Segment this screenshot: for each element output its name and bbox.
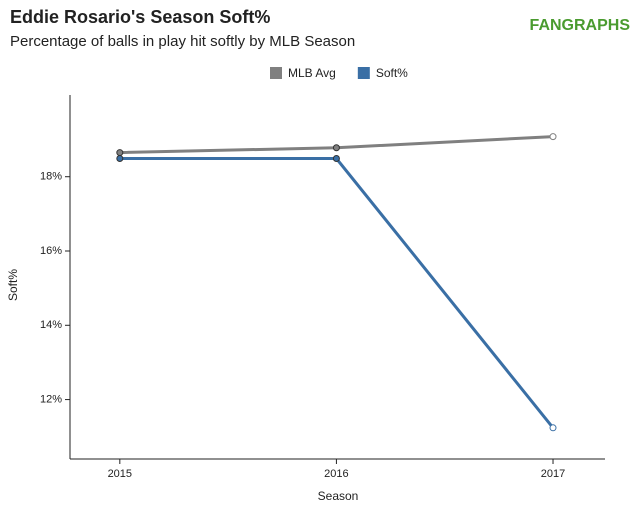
legend-label: Soft% [376, 66, 408, 80]
point [116, 155, 124, 163]
y-tick-label: 14% [40, 319, 62, 331]
x-axis-label: Season [318, 489, 359, 503]
y-tick-label: 12% [40, 393, 62, 405]
point [549, 424, 557, 432]
series-line [119, 157, 555, 429]
point [332, 144, 340, 152]
y-tick-label: 16% [40, 245, 62, 257]
point [549, 133, 557, 141]
x-tick-label: 2016 [324, 468, 348, 480]
legend-label: MLB Avg [288, 66, 336, 80]
y-axis-label: Soft% [6, 269, 20, 301]
x-tick-label: 2015 [108, 468, 132, 480]
legend-swatch [270, 67, 282, 79]
logo: FANGRAPHS [530, 17, 631, 34]
point [332, 155, 340, 163]
x-tick-label: 2017 [541, 468, 565, 480]
legend-swatch [357, 67, 370, 79]
y-tick-label: 18% [40, 171, 62, 183]
point [116, 149, 124, 157]
chart-title: Eddie Rosario's Season Soft% [10, 7, 270, 27]
chart-subtitle: Percentage of balls in play hit softly b… [10, 33, 355, 50]
